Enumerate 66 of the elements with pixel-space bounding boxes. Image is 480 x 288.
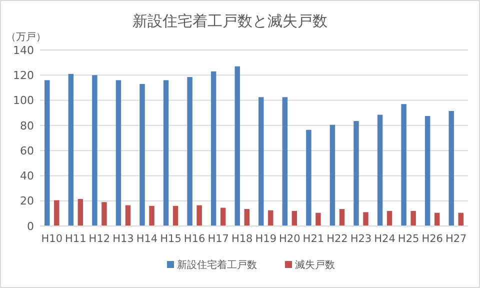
bar [163, 80, 169, 226]
x-tick-label: H24 [374, 233, 396, 245]
y-tick-label: 60 [20, 144, 34, 158]
x-tick-label: H15 [160, 233, 182, 245]
bar [410, 210, 416, 226]
x-tick-label: H10 [41, 233, 63, 245]
bar [268, 210, 274, 226]
x-tick-label: H11 [65, 233, 86, 245]
y-tick-label: 20 [20, 194, 34, 208]
bar [187, 77, 192, 226]
legend-label: 滅失戸数 [295, 259, 335, 271]
bar [149, 206, 154, 226]
bar [316, 212, 321, 226]
bar [354, 121, 359, 226]
bar [306, 130, 312, 226]
bar [401, 104, 406, 226]
bar [330, 124, 336, 226]
bar [339, 209, 345, 226]
bar [78, 198, 84, 226]
bar [234, 66, 240, 226]
x-tick-label: H17 [208, 233, 229, 245]
x-tick-label: H26 [422, 233, 444, 245]
bar [140, 84, 145, 226]
bar [54, 200, 60, 226]
y-axis-title: （万戸） [6, 32, 46, 43]
bar [258, 97, 264, 226]
chart-title: 新設住宅着工戸数と滅失戸数 [132, 12, 328, 30]
y-tick-label: 80 [20, 119, 34, 132]
bar [282, 97, 288, 226]
legend-label: 新設住宅着工戸数 [177, 259, 257, 271]
bar [220, 208, 226, 226]
x-tick-label: H13 [112, 233, 134, 245]
x-tick-label: H20 [279, 233, 300, 245]
bar [92, 75, 98, 226]
y-tick-label: 0 [27, 220, 34, 233]
bar [386, 210, 392, 226]
bar [458, 212, 464, 226]
bar [244, 209, 250, 226]
y-tick-label: 100 [13, 94, 34, 108]
x-tick-label: H12 [88, 233, 110, 245]
bar [68, 74, 74, 226]
y-tick-label: 120 [13, 68, 34, 82]
x-tick-label: H14 [136, 233, 158, 245]
bar [102, 202, 107, 226]
x-tick-label: H18 [231, 233, 253, 245]
bar [125, 205, 131, 226]
bar [363, 212, 368, 226]
x-tick-label: H23 [350, 233, 372, 245]
x-tick-label: H16 [184, 233, 206, 245]
bar [424, 116, 430, 226]
x-tick-label: H21 [302, 233, 324, 245]
x-tick-label: H25 [398, 233, 420, 245]
x-tick-label: H19 [255, 233, 277, 245]
bar [377, 114, 383, 226]
bar [434, 212, 440, 226]
bar [448, 110, 454, 226]
x-tick-label: H27 [445, 233, 467, 245]
bar [116, 80, 122, 226]
bar [292, 210, 298, 226]
y-tick-label: 40 [20, 170, 34, 183]
bar [210, 71, 216, 226]
x-tick-label: H22 [326, 233, 348, 245]
y-tick-label: 140 [13, 44, 34, 57]
bar [196, 205, 202, 226]
bar [44, 80, 50, 226]
bar [172, 206, 178, 226]
